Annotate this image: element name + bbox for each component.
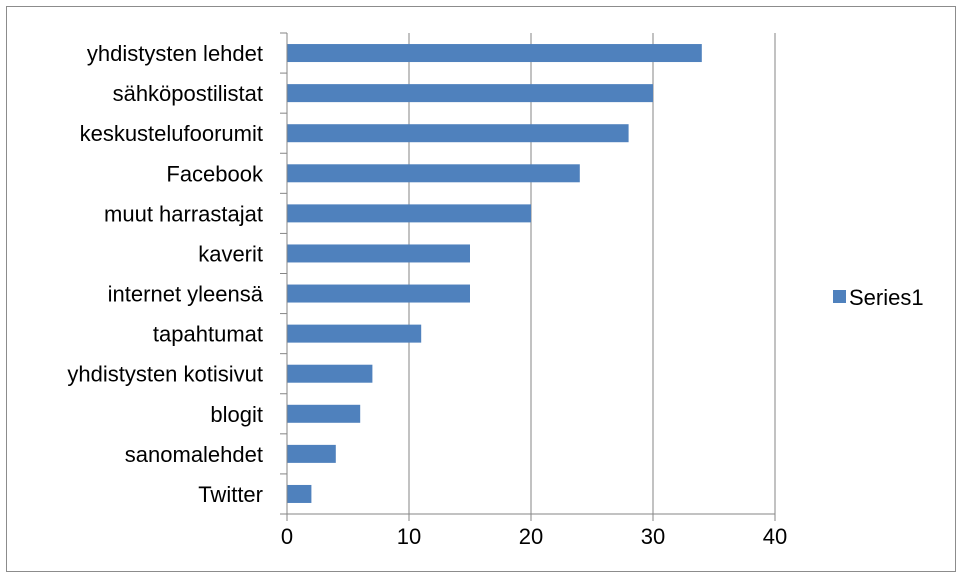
category-label: blogit xyxy=(210,402,263,427)
category-label: muut harrastajat xyxy=(104,201,263,226)
x-tick-label: 10 xyxy=(397,524,421,549)
bar xyxy=(287,244,470,263)
bar xyxy=(287,324,422,343)
legend: Series1 xyxy=(833,285,924,310)
gridlines xyxy=(408,33,776,514)
x-tick-label: 0 xyxy=(281,524,293,549)
labels: 0 10 20 30 40 yhdistysten lehdet sähköpostilis… xyxy=(67,41,787,549)
bar xyxy=(287,204,531,223)
category-label: Facebook xyxy=(166,161,264,186)
legend-label: Series1 xyxy=(849,285,924,310)
bar xyxy=(287,164,580,183)
category-label: internet yleensä xyxy=(108,282,264,307)
category-label: yhdistysten lehdet xyxy=(87,41,263,66)
bar xyxy=(287,484,312,503)
bar xyxy=(287,124,629,143)
x-tick-label: 20 xyxy=(519,524,543,549)
bar xyxy=(287,284,470,303)
bar xyxy=(287,404,361,423)
category-label: tapahtumat xyxy=(153,322,263,347)
legend-swatch xyxy=(833,290,846,303)
category-label: keskustelufoorumit xyxy=(80,121,263,146)
category-label: kaverit xyxy=(198,241,263,266)
category-label: yhdistysten kotisivut xyxy=(67,362,263,387)
bar xyxy=(287,44,702,63)
bar xyxy=(287,444,336,463)
x-tick-label: 30 xyxy=(641,524,665,549)
category-label: sähköpostilistat xyxy=(113,81,263,106)
bar xyxy=(287,364,373,383)
category-label: Twitter xyxy=(198,482,263,507)
bars xyxy=(287,44,702,503)
category-label: sanomalehdet xyxy=(125,442,263,467)
bar xyxy=(287,84,653,103)
axes xyxy=(280,32,776,521)
x-tick-label: 40 xyxy=(763,524,787,549)
